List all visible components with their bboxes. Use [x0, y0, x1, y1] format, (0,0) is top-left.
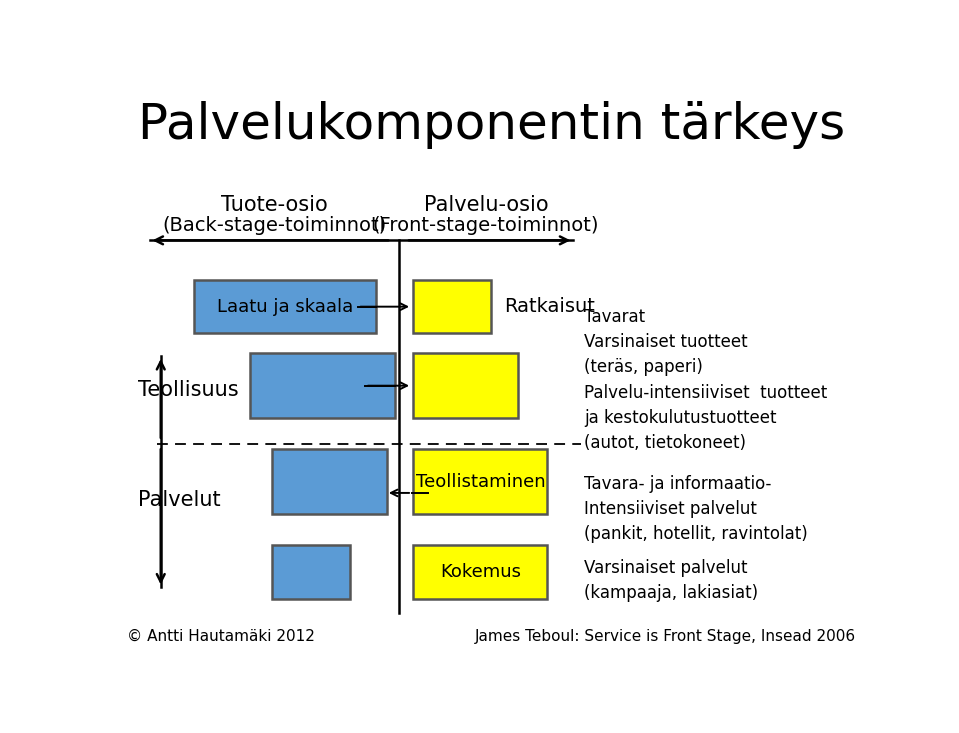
Text: Tuote-osio: Tuote-osio [221, 195, 327, 215]
Text: (Front-stage-toiminnot): (Front-stage-toiminnot) [373, 216, 599, 235]
Bar [413, 449, 548, 514]
Text: James Teboul: Service is Front Stage, Insead 2006: James Teboul: Service is Front Stage, In… [475, 629, 855, 644]
Bar [413, 545, 548, 599]
Text: Teollisuus: Teollisuus [138, 380, 239, 400]
Bar [194, 280, 376, 334]
Text: Palvelu-intensiiviset  tuotteet
ja kestokulutustuotteet
(autot, tietokoneet): Palvelu-intensiiviset tuotteet ja kestok… [584, 384, 828, 452]
Text: Kokemus: Kokemus [440, 563, 521, 581]
Text: Teollistaminen: Teollistaminen [415, 473, 545, 490]
Bar [272, 545, 350, 599]
Text: Tavara- ja informaatio-
Intensiiviset palvelut
(pankit, hotellit, ravintolat): Tavara- ja informaatio- Intensiiviset pa… [584, 474, 808, 542]
Text: Palvelu-osio: Palvelu-osio [424, 195, 549, 215]
Text: Tavarat
Varsinaiset tuotteet
(teräs, paperi): Tavarat Varsinaiset tuotteet (teräs, pap… [584, 308, 748, 376]
Text: (Back-stage-toiminnot): (Back-stage-toiminnot) [162, 216, 386, 235]
Text: Palvelut: Palvelut [138, 490, 222, 510]
Text: Varsinaiset palvelut
(kampaaja, lakiasiat): Varsinaiset palvelut (kampaaja, lakiasia… [584, 559, 759, 603]
Text: Ratkaisut: Ratkaisut [504, 298, 595, 317]
Text: Palvelukomponentin tärkeys: Palvelukomponentin tärkeys [138, 100, 845, 149]
Bar [413, 280, 492, 334]
Bar [272, 449, 387, 514]
Bar [413, 353, 518, 418]
Text: Laatu ja skaala: Laatu ja skaala [217, 298, 353, 316]
Text: © Antti Hautamäki 2012: © Antti Hautamäki 2012 [128, 629, 316, 644]
Bar [250, 353, 395, 418]
